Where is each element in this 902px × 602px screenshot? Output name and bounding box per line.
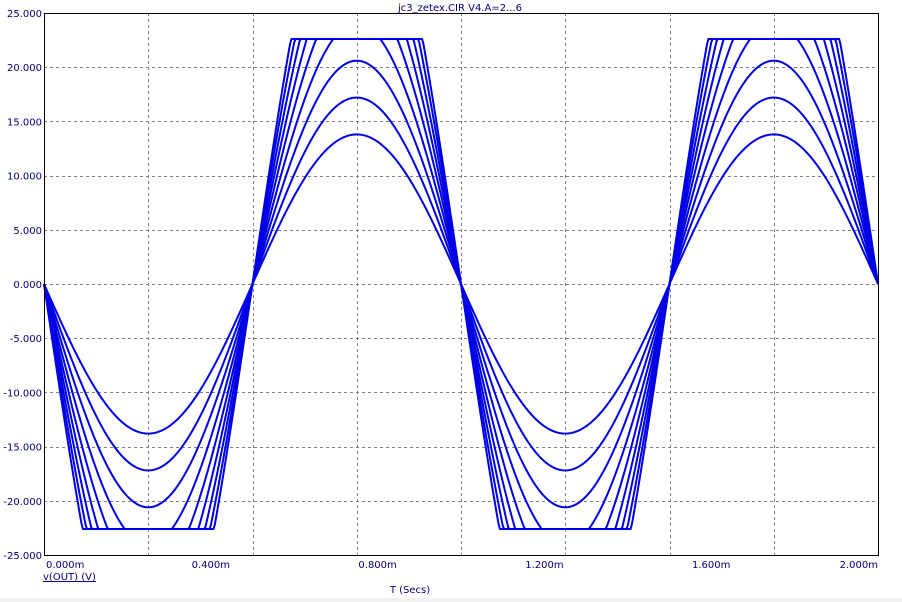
y-tick-label: 25.000 <box>7 9 42 20</box>
y-tick-label: 5.000 <box>13 226 42 237</box>
status-strip <box>0 598 902 602</box>
y-tick-label: -25.000 <box>3 551 42 562</box>
y-tick-label: 0.000 <box>13 280 42 291</box>
x-tick-label: 1.600m <box>692 560 730 571</box>
x-axis-ticks: 0.000m 0.400m 0.800m 1.200m 1.600m 2.000m <box>46 560 878 571</box>
traces <box>43 38 879 530</box>
x-tick-label: 0.800m <box>358 560 396 571</box>
series-legend-label[interactable]: v(OUT) (V) <box>43 572 96 583</box>
x-tick-label: 0.000m <box>46 560 84 571</box>
x-tick-label: 1.200m <box>525 560 563 571</box>
y-tick-label: 15.000 <box>7 117 42 128</box>
y-axis-ticks: 25.000 20.000 15.000 10.000 5.000 0.000 -5.000… <box>3 9 42 562</box>
x-tick-label: 2.000m <box>840 560 878 571</box>
series-trace-9[interactable] <box>43 38 879 530</box>
y-tick-label: -15.000 <box>3 443 42 454</box>
y-tick-label: -5.000 <box>10 334 42 345</box>
y-tick-label: -10.000 <box>3 388 42 399</box>
grid <box>44 13 878 555</box>
y-tick-label: 10.000 <box>7 172 42 183</box>
y-tick-label: 20.000 <box>7 63 42 74</box>
y-tick-label: -20.000 <box>3 497 42 508</box>
x-tick-label: 0.400m <box>192 560 230 571</box>
plot-frame <box>44 13 879 556</box>
chart-title: jc3_zetex.CIR V4.A=2...6 <box>397 3 522 14</box>
x-axis-label: T (Secs) <box>389 585 430 596</box>
